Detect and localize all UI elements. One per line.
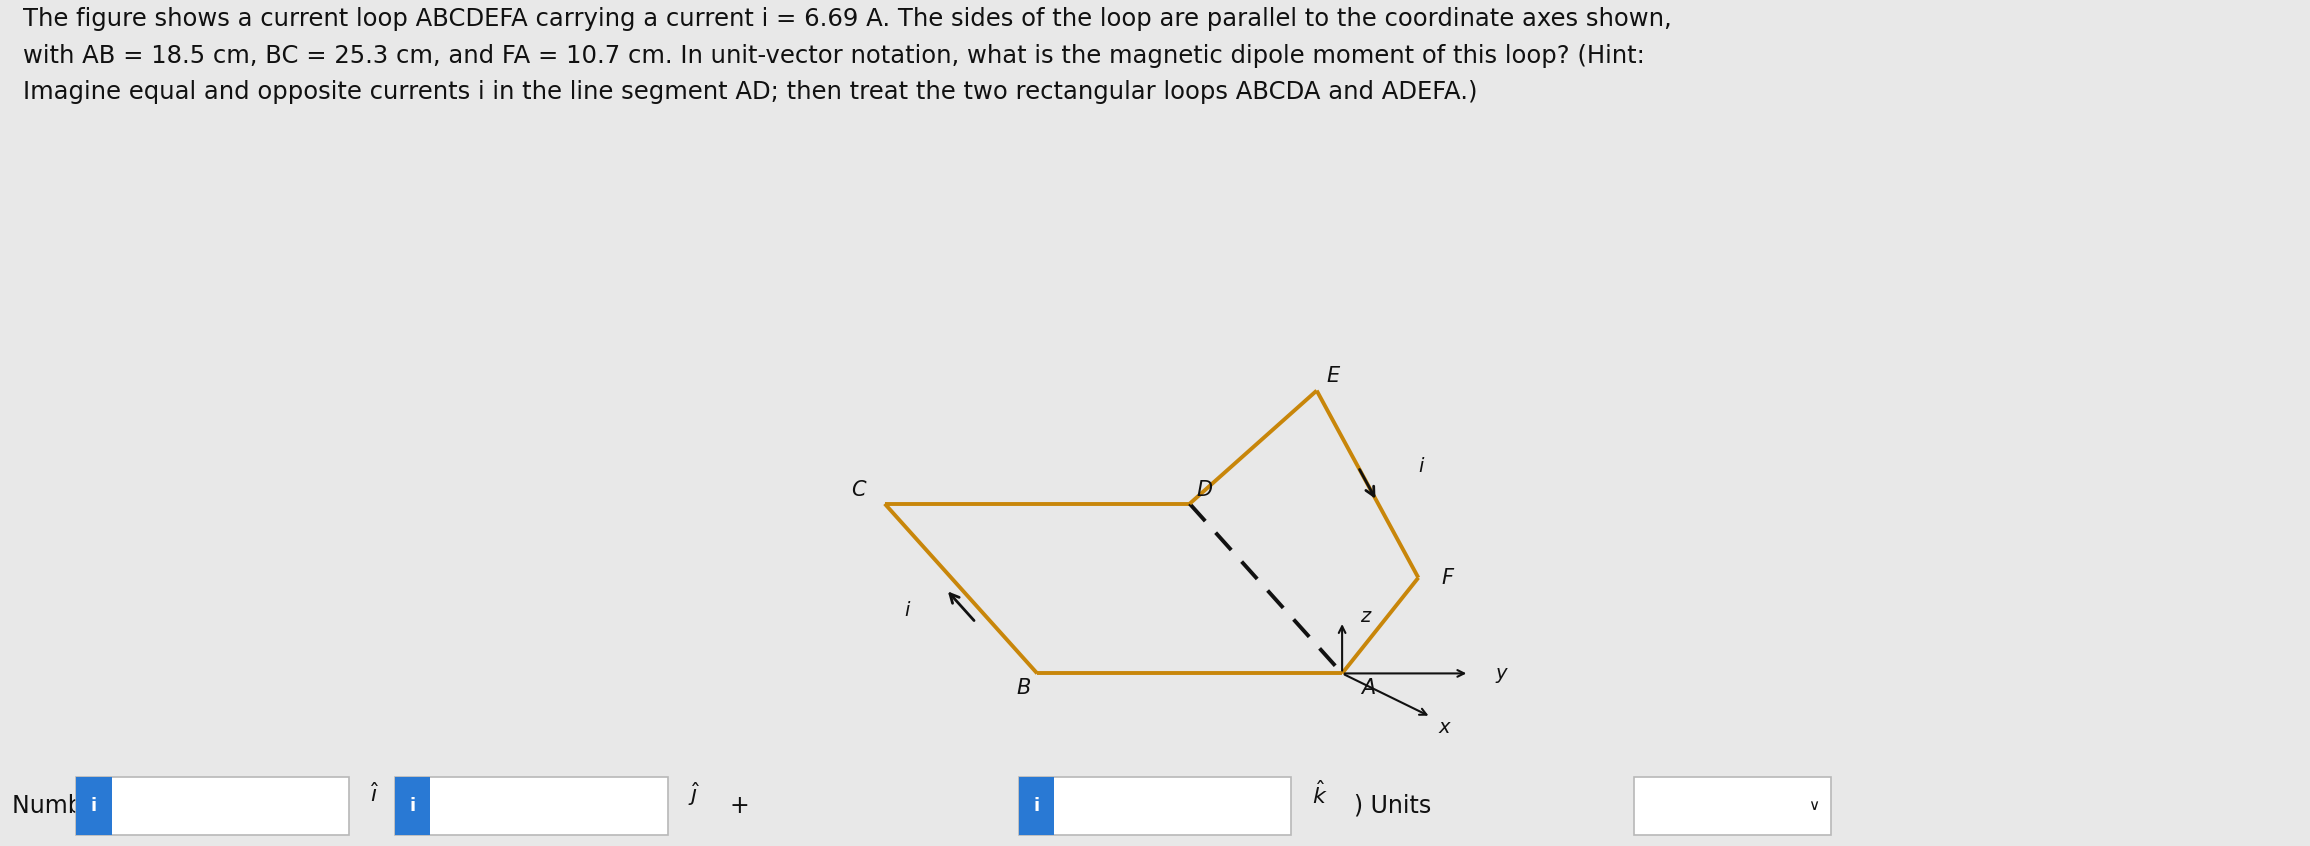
Text: Number (: Number ( (12, 794, 122, 818)
Text: i: i (1418, 457, 1423, 476)
Text: i: i (1033, 797, 1040, 815)
Bar (395, 777, 430, 835)
Text: i: i (906, 601, 910, 620)
Text: B: B (1016, 678, 1030, 698)
Text: D: D (1197, 481, 1213, 500)
Text: +: + (730, 794, 751, 818)
Text: $\hat{k}$: $\hat{k}$ (1312, 780, 1328, 808)
Text: F: F (1441, 568, 1453, 588)
FancyBboxPatch shape (1635, 777, 1830, 835)
Text: $\hat{\jmath}$: $\hat{\jmath}$ (688, 780, 700, 808)
Text: A: A (1361, 678, 1374, 698)
FancyBboxPatch shape (395, 777, 668, 835)
Text: x: x (1439, 718, 1448, 738)
Text: ∨: ∨ (1809, 799, 1820, 813)
Text: C: C (850, 481, 866, 500)
Text: i: i (409, 797, 416, 815)
FancyBboxPatch shape (1019, 777, 1291, 835)
Bar (1019, 777, 1053, 835)
Text: $\hat{\imath}$: $\hat{\imath}$ (370, 782, 379, 805)
Bar (76, 777, 111, 835)
Text: The figure shows a current loop ABCDEFA carrying a current i = 6.69 A. The sides: The figure shows a current loop ABCDEFA … (23, 8, 1672, 104)
Text: y: y (1495, 664, 1506, 683)
Text: E: E (1326, 366, 1340, 387)
Text: i: i (90, 797, 97, 815)
Text: z: z (1361, 607, 1370, 626)
Text: ) Units: ) Units (1354, 794, 1430, 818)
Text: +: + (411, 794, 432, 818)
FancyBboxPatch shape (76, 777, 349, 835)
